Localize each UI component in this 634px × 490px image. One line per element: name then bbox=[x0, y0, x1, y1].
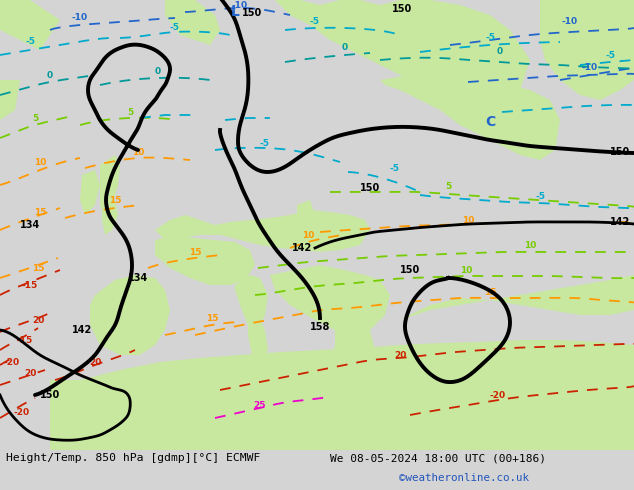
Text: 150: 150 bbox=[392, 4, 412, 14]
Polygon shape bbox=[50, 340, 634, 450]
Text: -10: -10 bbox=[562, 18, 578, 26]
Text: C: C bbox=[485, 115, 495, 129]
Text: 15: 15 bbox=[109, 196, 121, 204]
Text: 150: 150 bbox=[40, 390, 60, 400]
Text: 0: 0 bbox=[155, 68, 161, 76]
Text: -15: -15 bbox=[17, 336, 33, 344]
Text: Height/Temp. 850 hPa [gdmp][°C] ECMWF: Height/Temp. 850 hPa [gdmp][°C] ECMWF bbox=[6, 453, 261, 463]
Text: 20: 20 bbox=[32, 316, 44, 324]
Polygon shape bbox=[580, 0, 634, 80]
Text: 134: 134 bbox=[20, 220, 40, 230]
Text: ©weatheronline.co.uk: ©weatheronline.co.uk bbox=[399, 473, 529, 483]
Text: 10: 10 bbox=[524, 241, 536, 249]
Polygon shape bbox=[400, 275, 634, 320]
Text: -5: -5 bbox=[170, 24, 180, 32]
Text: -5: -5 bbox=[25, 38, 35, 47]
Polygon shape bbox=[248, 315, 268, 365]
Text: 5: 5 bbox=[127, 107, 133, 117]
Text: 20: 20 bbox=[394, 350, 406, 360]
Text: 5: 5 bbox=[32, 114, 38, 122]
Text: 10: 10 bbox=[302, 230, 314, 240]
Text: 142: 142 bbox=[292, 243, 312, 253]
Text: 15: 15 bbox=[34, 207, 46, 217]
Polygon shape bbox=[0, 80, 20, 120]
Text: 10: 10 bbox=[34, 157, 46, 167]
Polygon shape bbox=[275, 0, 530, 120]
Polygon shape bbox=[297, 200, 315, 230]
Text: -20: -20 bbox=[14, 408, 30, 416]
Text: -10: -10 bbox=[232, 0, 248, 9]
Text: 15: 15 bbox=[484, 288, 496, 296]
Text: 0: 0 bbox=[342, 44, 348, 52]
Text: We 08-05-2024 18:00 UTC (00+186): We 08-05-2024 18:00 UTC (00+186) bbox=[330, 453, 546, 463]
Text: -5: -5 bbox=[260, 139, 270, 147]
Text: 5: 5 bbox=[445, 181, 451, 191]
Polygon shape bbox=[0, 0, 60, 50]
Text: -15: -15 bbox=[22, 280, 38, 290]
Text: 25: 25 bbox=[254, 400, 266, 410]
Text: 0: 0 bbox=[47, 71, 53, 79]
Polygon shape bbox=[540, 0, 634, 100]
Polygon shape bbox=[155, 235, 255, 285]
Polygon shape bbox=[165, 0, 220, 45]
Text: 142: 142 bbox=[72, 325, 93, 335]
Text: -5: -5 bbox=[390, 164, 400, 172]
Text: 15: 15 bbox=[189, 247, 201, 256]
Text: -5: -5 bbox=[605, 50, 615, 59]
Polygon shape bbox=[100, 155, 120, 215]
Text: 142: 142 bbox=[610, 217, 630, 227]
Polygon shape bbox=[155, 210, 370, 252]
Text: 15: 15 bbox=[32, 264, 44, 272]
Polygon shape bbox=[90, 275, 170, 355]
Text: 10: 10 bbox=[460, 266, 472, 274]
Text: -10: -10 bbox=[582, 64, 598, 73]
Text: 20: 20 bbox=[24, 368, 36, 377]
Polygon shape bbox=[332, 320, 375, 380]
Text: -5: -5 bbox=[310, 18, 320, 26]
Polygon shape bbox=[80, 170, 100, 215]
Text: 134: 134 bbox=[128, 273, 148, 283]
Text: 158: 158 bbox=[310, 322, 330, 332]
Polygon shape bbox=[380, 75, 560, 160]
Text: 0: 0 bbox=[497, 48, 503, 56]
Polygon shape bbox=[270, 265, 390, 335]
Polygon shape bbox=[235, 275, 268, 330]
Text: 20: 20 bbox=[89, 358, 101, 367]
Text: 150: 150 bbox=[242, 8, 262, 18]
Text: -10: -10 bbox=[72, 14, 88, 23]
Text: -20: -20 bbox=[490, 391, 506, 399]
Text: 150: 150 bbox=[360, 183, 380, 193]
Text: L: L bbox=[231, 5, 240, 19]
Text: 15: 15 bbox=[206, 314, 218, 322]
Text: 10: 10 bbox=[132, 147, 144, 156]
Polygon shape bbox=[102, 200, 118, 235]
Text: -5: -5 bbox=[485, 33, 495, 43]
Text: 10: 10 bbox=[462, 216, 474, 224]
Text: -5: -5 bbox=[535, 192, 545, 200]
Text: -20: -20 bbox=[4, 358, 20, 367]
Text: 150: 150 bbox=[610, 147, 630, 157]
Text: 150: 150 bbox=[400, 265, 420, 275]
